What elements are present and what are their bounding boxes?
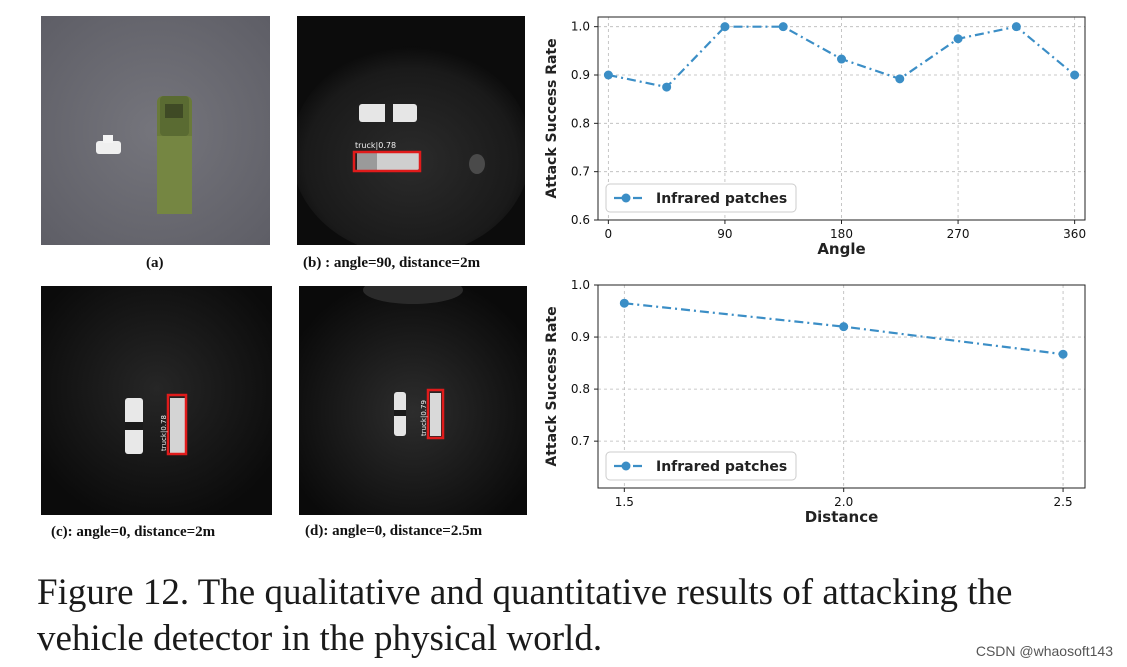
legend-marker [622, 194, 631, 203]
legend-marker [622, 462, 631, 471]
x-tick-label: 1.5 [615, 495, 634, 509]
chart-distance: 0.7 0.8 0.9 1.0 1.5 2.0 2.5 Distance Attack Succ… [535, 277, 1095, 539]
subfigure-label-d: (d): angle=0, distance=2.5m [305, 523, 482, 540]
data-point [1070, 71, 1079, 80]
x-tick-label: 0 [605, 227, 613, 241]
x-tick-label: 2.5 [1054, 495, 1073, 509]
data-point [837, 55, 846, 64]
data-point [1012, 22, 1021, 31]
photo-a-vehicle [41, 16, 270, 245]
detection-label-c: truck|0.78 [160, 415, 168, 451]
data-point [1059, 350, 1068, 359]
y-tick-label: 0.7 [571, 165, 590, 179]
legend-label: Infrared patches [656, 191, 787, 207]
subfigure-label-b: (b) : angle=90, distance=2m [303, 255, 480, 272]
y-axis-label: Attack Success Rate [544, 306, 560, 466]
photo-d-thermal: truck|0.79 [299, 286, 527, 515]
x-tick-label: 2.0 [834, 495, 853, 509]
photo-c-drawing: truck|0.78 [41, 286, 272, 515]
data-point [839, 322, 848, 331]
x-tick-label: 90 [717, 227, 732, 241]
caption-line-2: vehicle detector in the physical world. [37, 616, 1117, 662]
watermark: CSDN @whaosoft143 [976, 643, 1113, 659]
y-tick-label: 0.6 [571, 213, 590, 227]
y-tick-label: 0.9 [571, 68, 590, 82]
y-tick-label: 0.9 [571, 330, 590, 344]
x-tick-label: 180 [830, 227, 853, 241]
x-tick-label: 270 [947, 227, 970, 241]
data-point [779, 22, 788, 31]
data-point [720, 22, 729, 31]
photo-c-thermal: truck|0.78 [41, 286, 272, 515]
caption-line-1: Figure 12. The qualitative and quantitat… [37, 570, 1117, 616]
y-axis-label: Attack Success Rate [544, 38, 560, 198]
photo-d-drawing: truck|0.79 [299, 286, 527, 515]
detection-label-b: truck|0.78 [355, 141, 396, 150]
photo-a-drawing [41, 16, 270, 245]
data-point [895, 74, 904, 83]
y-tick-label: 0.8 [571, 116, 590, 130]
photo-b-thermal: truck|0.78 [297, 16, 525, 245]
x-axis-label: Angle [817, 240, 865, 258]
data-point [620, 299, 629, 308]
figure-caption: Figure 12. The qualitative and quantitat… [37, 570, 1117, 662]
y-tick-label: 0.8 [571, 382, 590, 396]
subfigure-label-c: (c): angle=0, distance=2m [51, 524, 215, 541]
detection-label-d: truck|0.79 [420, 400, 428, 436]
data-point [604, 71, 613, 80]
y-tick-label: 1.0 [571, 278, 590, 292]
data-point [662, 83, 671, 92]
y-tick-label: 1.0 [571, 20, 590, 34]
legend-label: Infrared patches [656, 459, 787, 475]
photo-b-drawing: truck|0.78 [297, 16, 525, 245]
x-tick-label: 360 [1063, 227, 1086, 241]
y-tick-label: 0.7 [571, 434, 590, 448]
x-axis-label: Distance [805, 508, 879, 526]
chart-angle: 0.6 0.7 0.8 0.9 1.0 0 90 180 270 360 Angle Attack S… [535, 5, 1095, 267]
data-point [954, 34, 963, 43]
subfigure-label-a: (a) [146, 255, 164, 272]
